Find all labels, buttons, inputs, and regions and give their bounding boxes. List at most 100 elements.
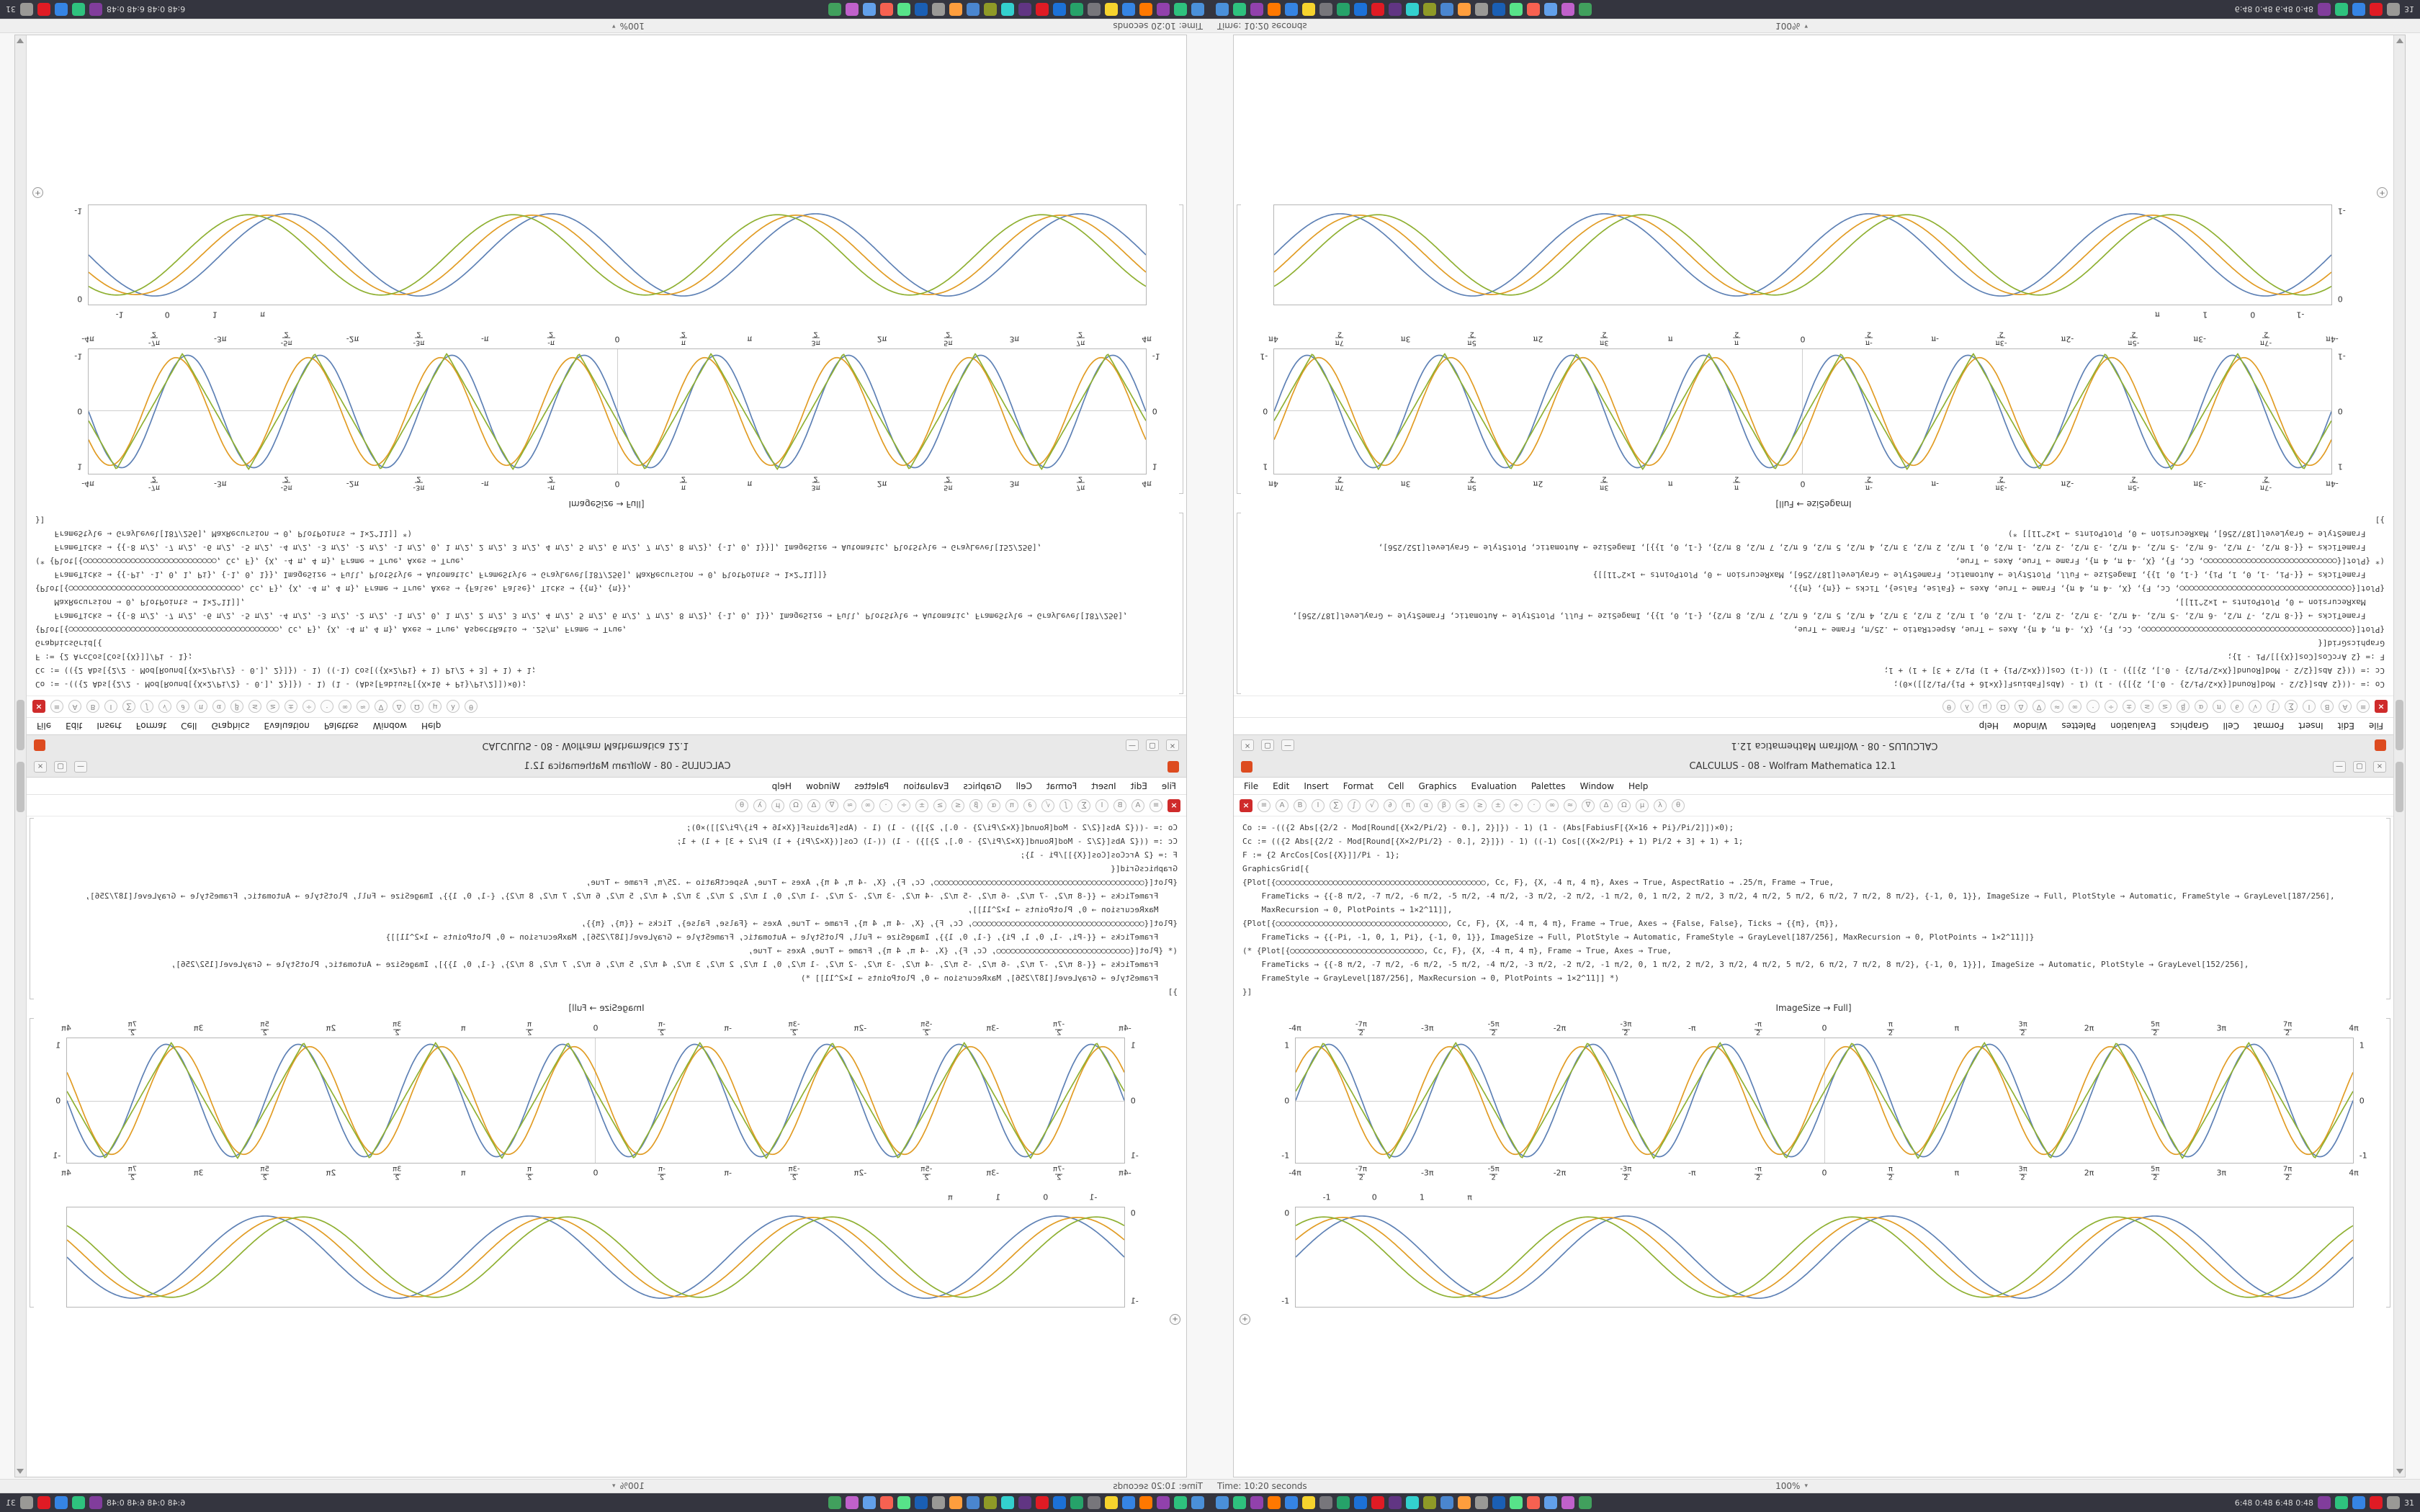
menu-item-graphics[interactable]: Graphics <box>1418 780 1457 791</box>
toolbar-icon[interactable]: ≡ <box>1150 798 1162 812</box>
toolbar-icon[interactable]: B <box>2321 700 2334 714</box>
menu-item-help[interactable]: Help <box>421 721 442 732</box>
toolbar-icon[interactable]: λ <box>447 700 460 714</box>
menu-item-cell[interactable]: Cell <box>1016 780 1032 791</box>
taskbar-icon[interactable] <box>1285 1496 1298 1509</box>
menu-item-edit[interactable]: Edit <box>2337 721 2354 732</box>
taskbar-icon[interactable] <box>1527 1496 1540 1509</box>
taskbar-icon[interactable] <box>828 1496 841 1509</box>
toolbar-icon[interactable]: α <box>1420 798 1433 812</box>
menu-item-format[interactable]: Format <box>1046 780 1077 791</box>
taskbar-icon[interactable] <box>55 1496 68 1509</box>
taskbar-icon[interactable] <box>915 3 928 16</box>
taskbar-icon[interactable] <box>897 1496 910 1509</box>
taskbar-icon[interactable] <box>1544 3 1557 16</box>
menu-item-evaluation[interactable]: Evaluation <box>264 721 310 732</box>
abort-evaluation-button[interactable]: × <box>2375 700 2388 714</box>
taskbar-icon[interactable] <box>2352 1496 2365 1509</box>
maximize-button[interactable]: ▢ <box>54 760 67 773</box>
taskbar-icon[interactable] <box>915 1496 928 1509</box>
taskbar-icon[interactable] <box>880 1496 893 1509</box>
toolbar-icon[interactable]: ∂ <box>2231 700 2244 714</box>
toolbar-icon[interactable]: ∂ <box>1023 798 1036 812</box>
toolbar-icon[interactable]: ∫ <box>2267 700 2280 714</box>
toolbar-icon[interactable]: ≡ <box>2357 700 2370 714</box>
taskbar-icon[interactable] <box>1122 3 1135 16</box>
taskbar-icon[interactable] <box>863 3 876 16</box>
menu-item-cell[interactable]: Cell <box>1388 780 1404 791</box>
taskbar-icon[interactable] <box>2318 3 2331 16</box>
taskbar-icon[interactable] <box>1233 1496 1246 1509</box>
taskbar-icon[interactable] <box>1018 3 1031 16</box>
toolbar-icon[interactable]: ∞ <box>861 798 874 812</box>
scroll-up-icon[interactable] <box>17 38 24 43</box>
cell-bracket[interactable] <box>1179 204 1183 494</box>
toolbar-icon[interactable]: λ <box>1654 798 1667 812</box>
taskbar-icon[interactable] <box>1492 1496 1505 1509</box>
toolbar-icon[interactable]: ∫ <box>140 700 153 714</box>
zoom-caret-icon[interactable]: ▾ <box>612 1482 616 1490</box>
toolbar-icon[interactable]: α <box>2195 700 2208 714</box>
toolbar-icon[interactable]: θ <box>1942 700 1955 714</box>
abort-evaluation-button[interactable]: × <box>32 700 45 714</box>
zoom-caret-icon[interactable]: ▾ <box>612 22 616 30</box>
maximize-button[interactable]: ▢ <box>2353 760 2366 773</box>
toolbar-icon[interactable]: Δ <box>1600 798 1613 812</box>
taskbar-icon[interactable] <box>984 3 997 16</box>
cell-bracket[interactable] <box>1237 513 1241 694</box>
menu-item-window[interactable]: Window <box>372 721 407 732</box>
toolbar-icon[interactable]: Δ <box>2015 700 2027 714</box>
menu-item-edit[interactable]: Edit <box>1130 780 1147 791</box>
cell-bracket[interactable] <box>1179 513 1183 694</box>
toolbar-icon[interactable]: π <box>1402 798 1415 812</box>
taskbar-icon[interactable] <box>1268 3 1281 16</box>
toolbar-icon[interactable]: ∑ <box>2285 700 2298 714</box>
toolbar-icon[interactable]: · <box>1528 798 1541 812</box>
taskbar-icon[interactable] <box>1053 3 1066 16</box>
toolbar-icon[interactable]: ≥ <box>2141 700 2154 714</box>
zoom-caret-icon[interactable]: ▾ <box>1804 1482 1808 1490</box>
toolbar-icon[interactable]: ≤ <box>1456 798 1469 812</box>
menu-item-file[interactable]: File <box>2368 721 2383 732</box>
magnify-button[interactable]: + <box>2377 187 2388 198</box>
taskbar-icon[interactable] <box>1371 3 1384 16</box>
taskbar-icon[interactable] <box>1579 1496 1592 1509</box>
taskbar-icon[interactable] <box>20 3 33 16</box>
cell-bracket[interactable] <box>2386 818 2390 999</box>
taskbar-icon[interactable] <box>37 1496 50 1509</box>
toolbar-icon[interactable]: I <box>1312 798 1325 812</box>
menu-item-insert[interactable]: Insert <box>1304 780 1329 791</box>
close-button[interactable]: × <box>34 760 47 773</box>
taskbar-icon[interactable] <box>1157 1496 1170 1509</box>
toolbar-icon[interactable]: β <box>969 798 982 812</box>
toolbar-icon[interactable]: Δ <box>807 798 820 812</box>
taskbar-icon[interactable] <box>1510 1496 1523 1509</box>
taskbar-icon[interactable] <box>1423 3 1436 16</box>
taskbar-icon[interactable] <box>1371 1496 1384 1509</box>
taskbar-icon[interactable] <box>55 3 68 16</box>
toolbar-icon[interactable]: λ <box>753 798 766 812</box>
scroll-thumb[interactable] <box>17 700 24 750</box>
vertical-scrollbar[interactable] <box>15 35 27 1477</box>
toolbar-icon[interactable]: ∇ <box>1582 798 1595 812</box>
taskbar-icon[interactable] <box>1561 3 1574 16</box>
taskbar-icon[interactable] <box>1191 3 1204 16</box>
toolbar-icon[interactable]: ≤ <box>951 798 964 812</box>
taskbar-icon[interactable] <box>2335 1496 2348 1509</box>
taskbar-icon[interactable] <box>1475 3 1488 16</box>
close-button[interactable]: × <box>2373 760 2386 773</box>
scroll-down-icon[interactable] <box>2396 1469 2403 1474</box>
taskbar-icon[interactable] <box>846 1496 859 1509</box>
toolbar-icon[interactable]: ≡ <box>1258 798 1270 812</box>
toolbar-icon[interactable]: π <box>2213 700 2226 714</box>
toolbar-icon[interactable]: A <box>1131 798 1144 812</box>
taskbar-icon[interactable] <box>984 1496 997 1509</box>
toolbar-icon[interactable]: μ <box>1636 798 1649 812</box>
toolbar-icon[interactable]: θ <box>735 798 748 812</box>
minimize-button[interactable]: — <box>1281 739 1294 752</box>
toolbar-icon[interactable]: Ω <box>789 798 802 812</box>
toolbar-icon[interactable]: ≤ <box>248 700 261 714</box>
toolbar-icon[interactable]: β <box>2177 700 2190 714</box>
close-button[interactable]: × <box>1241 739 1254 752</box>
close-button[interactable]: × <box>1166 739 1179 752</box>
